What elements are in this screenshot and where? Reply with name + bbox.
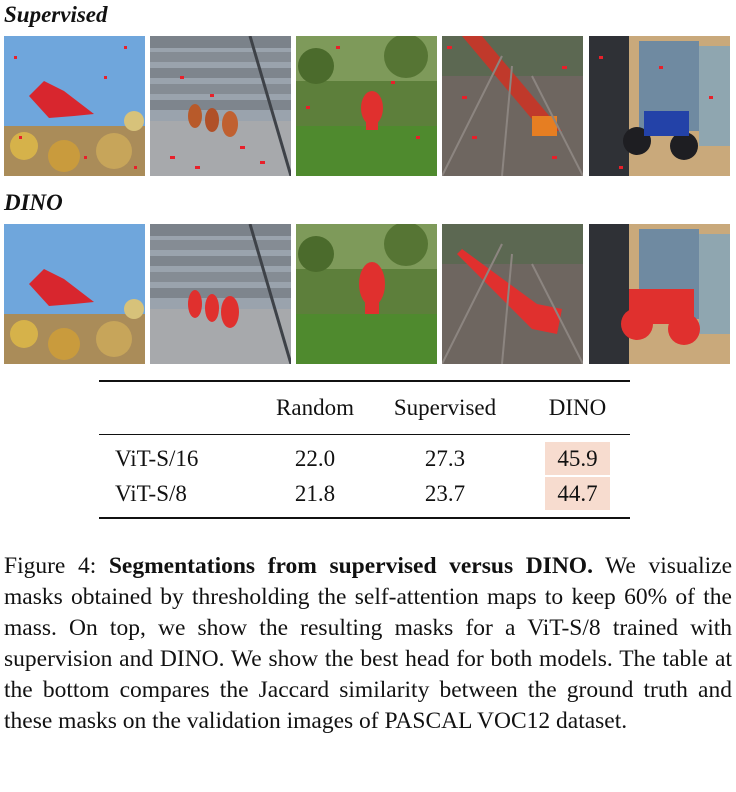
table-cell-dino: 44.7	[525, 476, 630, 518]
table-cell-supervised: 27.3	[424, 445, 466, 471]
jaccard-table: Random Supervised DINO ViT-S/16 22.0 27.…	[99, 380, 630, 519]
dino-row-label: DINO	[4, 190, 63, 215]
supervised-row-label: Supervised	[4, 2, 108, 27]
table-cell-random: 22.0	[294, 445, 336, 471]
dino-bird-image	[4, 224, 145, 364]
table-header-supervised: Supervised	[393, 395, 497, 420]
caption-body: We visualize masks obtained by threshold…	[4, 553, 732, 734]
table-row-model: ViT-S/16	[115, 445, 199, 471]
dino-train-image	[442, 224, 583, 364]
table-cell-random: 21.8	[294, 480, 336, 506]
figure-caption: Figure 4: Segmentations from supervised …	[4, 551, 732, 737]
table-cell-dino: 45.9	[525, 435, 630, 477]
dino-motorcycle-image	[589, 224, 730, 364]
dino-highlight-value: 44.7	[545, 477, 610, 510]
table-header-dino: DINO	[548, 395, 607, 420]
table-cell-supervised: 23.7	[424, 480, 466, 506]
caption-prefix: Figure 4:	[4, 553, 109, 579]
dino-elephant-image	[296, 224, 437, 364]
dino-ducks-image	[150, 224, 291, 364]
supervised-image-row	[4, 36, 730, 176]
supervised-train-image	[442, 36, 583, 176]
dino-highlight-value: 45.9	[545, 442, 610, 475]
supervised-motorcycle-image	[589, 36, 730, 176]
table-header-empty	[99, 381, 265, 435]
supervised-elephant-image	[296, 36, 437, 176]
supervised-ducks-image	[150, 36, 291, 176]
table-header-random: Random	[276, 395, 354, 420]
table-row-model: ViT-S/8	[115, 480, 187, 506]
dino-image-row	[4, 224, 730, 364]
supervised-bird-image	[4, 36, 145, 176]
caption-bold-title: Segmentations from supervised versus DIN…	[108, 553, 593, 579]
